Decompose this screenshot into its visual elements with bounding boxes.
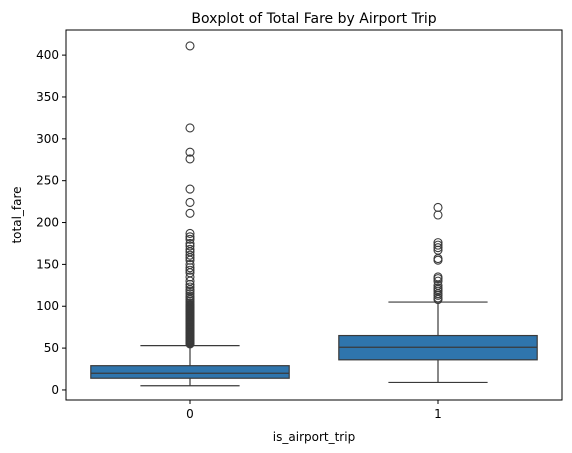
outlier-point [185, 208, 195, 218]
outlier-point [185, 234, 195, 244]
y-tick-label: 400 [36, 48, 59, 62]
outlier-point [185, 228, 195, 238]
outlier-point [433, 272, 443, 282]
outlier-point [185, 197, 195, 207]
outlier-point [185, 232, 195, 242]
outlier-point [433, 283, 443, 293]
outlier-point [185, 259, 195, 269]
outlier-point [185, 184, 195, 194]
outlier-point [185, 147, 195, 157]
outlier-point [185, 265, 195, 275]
outlier-point [185, 272, 195, 282]
outlier-point [185, 41, 195, 51]
outlier-point [433, 210, 443, 220]
y-tick-label: 200 [36, 216, 59, 230]
y-tick-label: 350 [36, 90, 59, 104]
outlier-point [185, 282, 195, 292]
plot-area [90, 41, 538, 387]
outlier-point [433, 276, 443, 286]
y-tick-label: 250 [36, 174, 59, 188]
iqr-box [90, 365, 290, 379]
outlier-point [185, 238, 195, 249]
outlier-point [185, 291, 195, 301]
outlier-point [185, 241, 195, 251]
y-tick-label: 50 [44, 341, 59, 355]
plot-frame [65, 29, 563, 401]
outlier-point [433, 243, 443, 253]
outlier-point [185, 250, 195, 260]
y-tick-label: 0 [51, 383, 59, 397]
outlier-point [433, 238, 443, 248]
outlier-point [433, 240, 443, 250]
outlier-point [185, 289, 195, 299]
box-group-0 [90, 41, 290, 387]
y-axis-label: total_fare [10, 186, 24, 243]
outlier-point [433, 202, 443, 213]
y-tick-label: 100 [36, 299, 59, 313]
x-tick-label: 0 [186, 407, 194, 421]
x-axis-label: is_airport_trip [273, 430, 355, 444]
outlier-point [185, 244, 195, 254]
x-tick-label: 1 [434, 407, 442, 421]
y-tick-label: 300 [36, 132, 59, 146]
axis-ticks: 0 50 100 150 200 250 300 350 400 0 1 [36, 48, 442, 421]
outlier-point [185, 123, 195, 133]
chart-title: Boxplot of Total Fare by Airport Trip [191, 11, 436, 27]
box-group-1 [338, 202, 538, 384]
y-tick-label: 150 [36, 257, 59, 271]
outlier-point [185, 154, 195, 164]
